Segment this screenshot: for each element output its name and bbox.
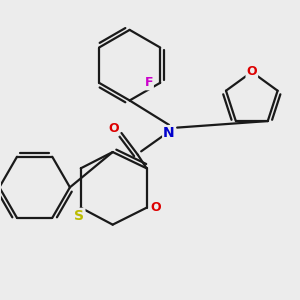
Text: S: S xyxy=(74,209,84,223)
Text: N: N xyxy=(163,126,175,140)
Text: O: O xyxy=(151,201,161,214)
Text: O: O xyxy=(247,65,257,79)
Text: O: O xyxy=(108,122,119,136)
Text: F: F xyxy=(144,76,153,89)
